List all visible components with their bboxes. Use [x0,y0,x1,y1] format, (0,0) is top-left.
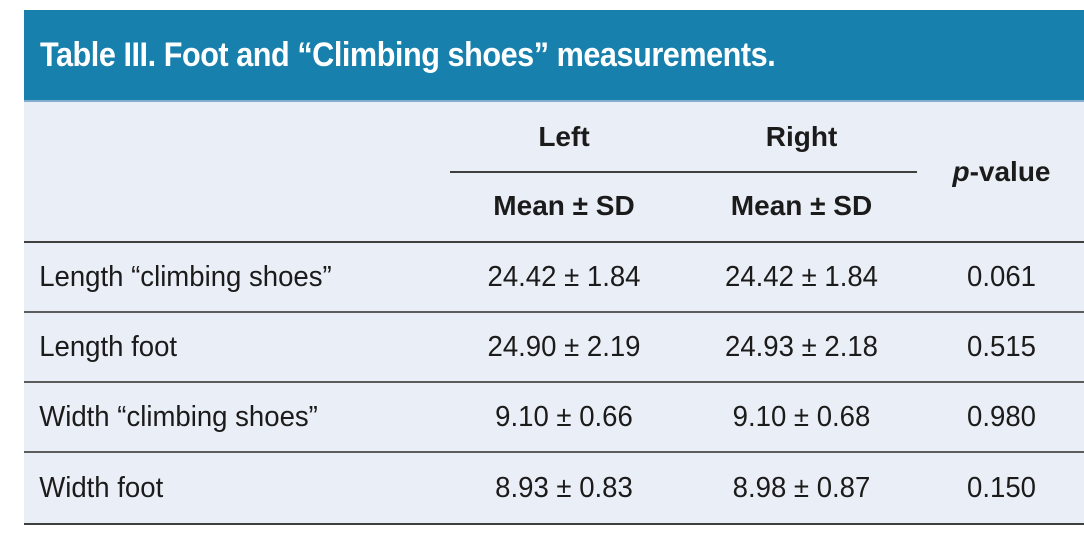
subheader-right-mean-sd: Mean ± SD [730,190,873,221]
table-figure: Table III. Foot and “Climbing shoes” mea… [24,10,1084,525]
cell-p-value: 0.150 [967,471,1036,504]
cell-left-mean: 8.93 ± 0.83 [495,471,633,504]
cell-right-mean: 9.10 ± 0.68 [732,400,871,433]
row-label: Width “climbing shoes” [39,400,318,433]
cell-right-mean: 8.98 ± 0.87 [732,471,871,504]
p-value-italic-p: p [952,155,970,187]
table-row: Width “climbing shoes” 9.10 ± 0.66 9.10 … [24,383,1084,453]
header-spanner-rule [450,171,917,173]
table-row: Length “climbing shoes” 24.42 ± 1.84 24.… [24,243,1084,313]
cell-p-value: 0.980 [967,400,1036,433]
cell-p-value: 0.515 [967,330,1036,363]
cell-right-mean: 24.93 ± 2.18 [724,330,878,363]
cell-p-value: 0.061 [967,260,1036,293]
row-label: Length “climbing shoes” [39,260,332,293]
cell-left-mean: 24.90 ± 2.19 [487,330,641,363]
cell-left-mean: 9.10 ± 0.66 [495,400,633,433]
table-header: Left Right Mean ± SD Mean ± SD p -value [24,102,1084,241]
row-label: Length foot [39,330,178,363]
table-title: Table III. Foot and “Climbing shoes” mea… [40,35,776,74]
cell-right-mean: 24.42 ± 1.84 [724,260,878,293]
table-body: Length “climbing shoes” 24.42 ± 1.84 24.… [24,241,1084,525]
table-row: Length foot 24.90 ± 2.19 24.93 ± 2.18 0.… [24,313,1084,383]
cell-left-mean: 24.42 ± 1.84 [487,260,641,293]
row-label: Width foot [39,471,164,504]
subheader-left-mean-sd: Mean ± SD [493,190,635,221]
table-title-bar: Table III. Foot and “Climbing shoes” mea… [24,10,1084,102]
table-row: Width foot 8.93 ± 0.83 8.98 ± 0.87 0.150 [24,453,1084,523]
column-header-right: Right [765,120,838,152]
column-header-left: Left [538,120,590,152]
p-value-rest: -value [969,155,1051,187]
column-header-p-value: p -value [919,102,1084,241]
